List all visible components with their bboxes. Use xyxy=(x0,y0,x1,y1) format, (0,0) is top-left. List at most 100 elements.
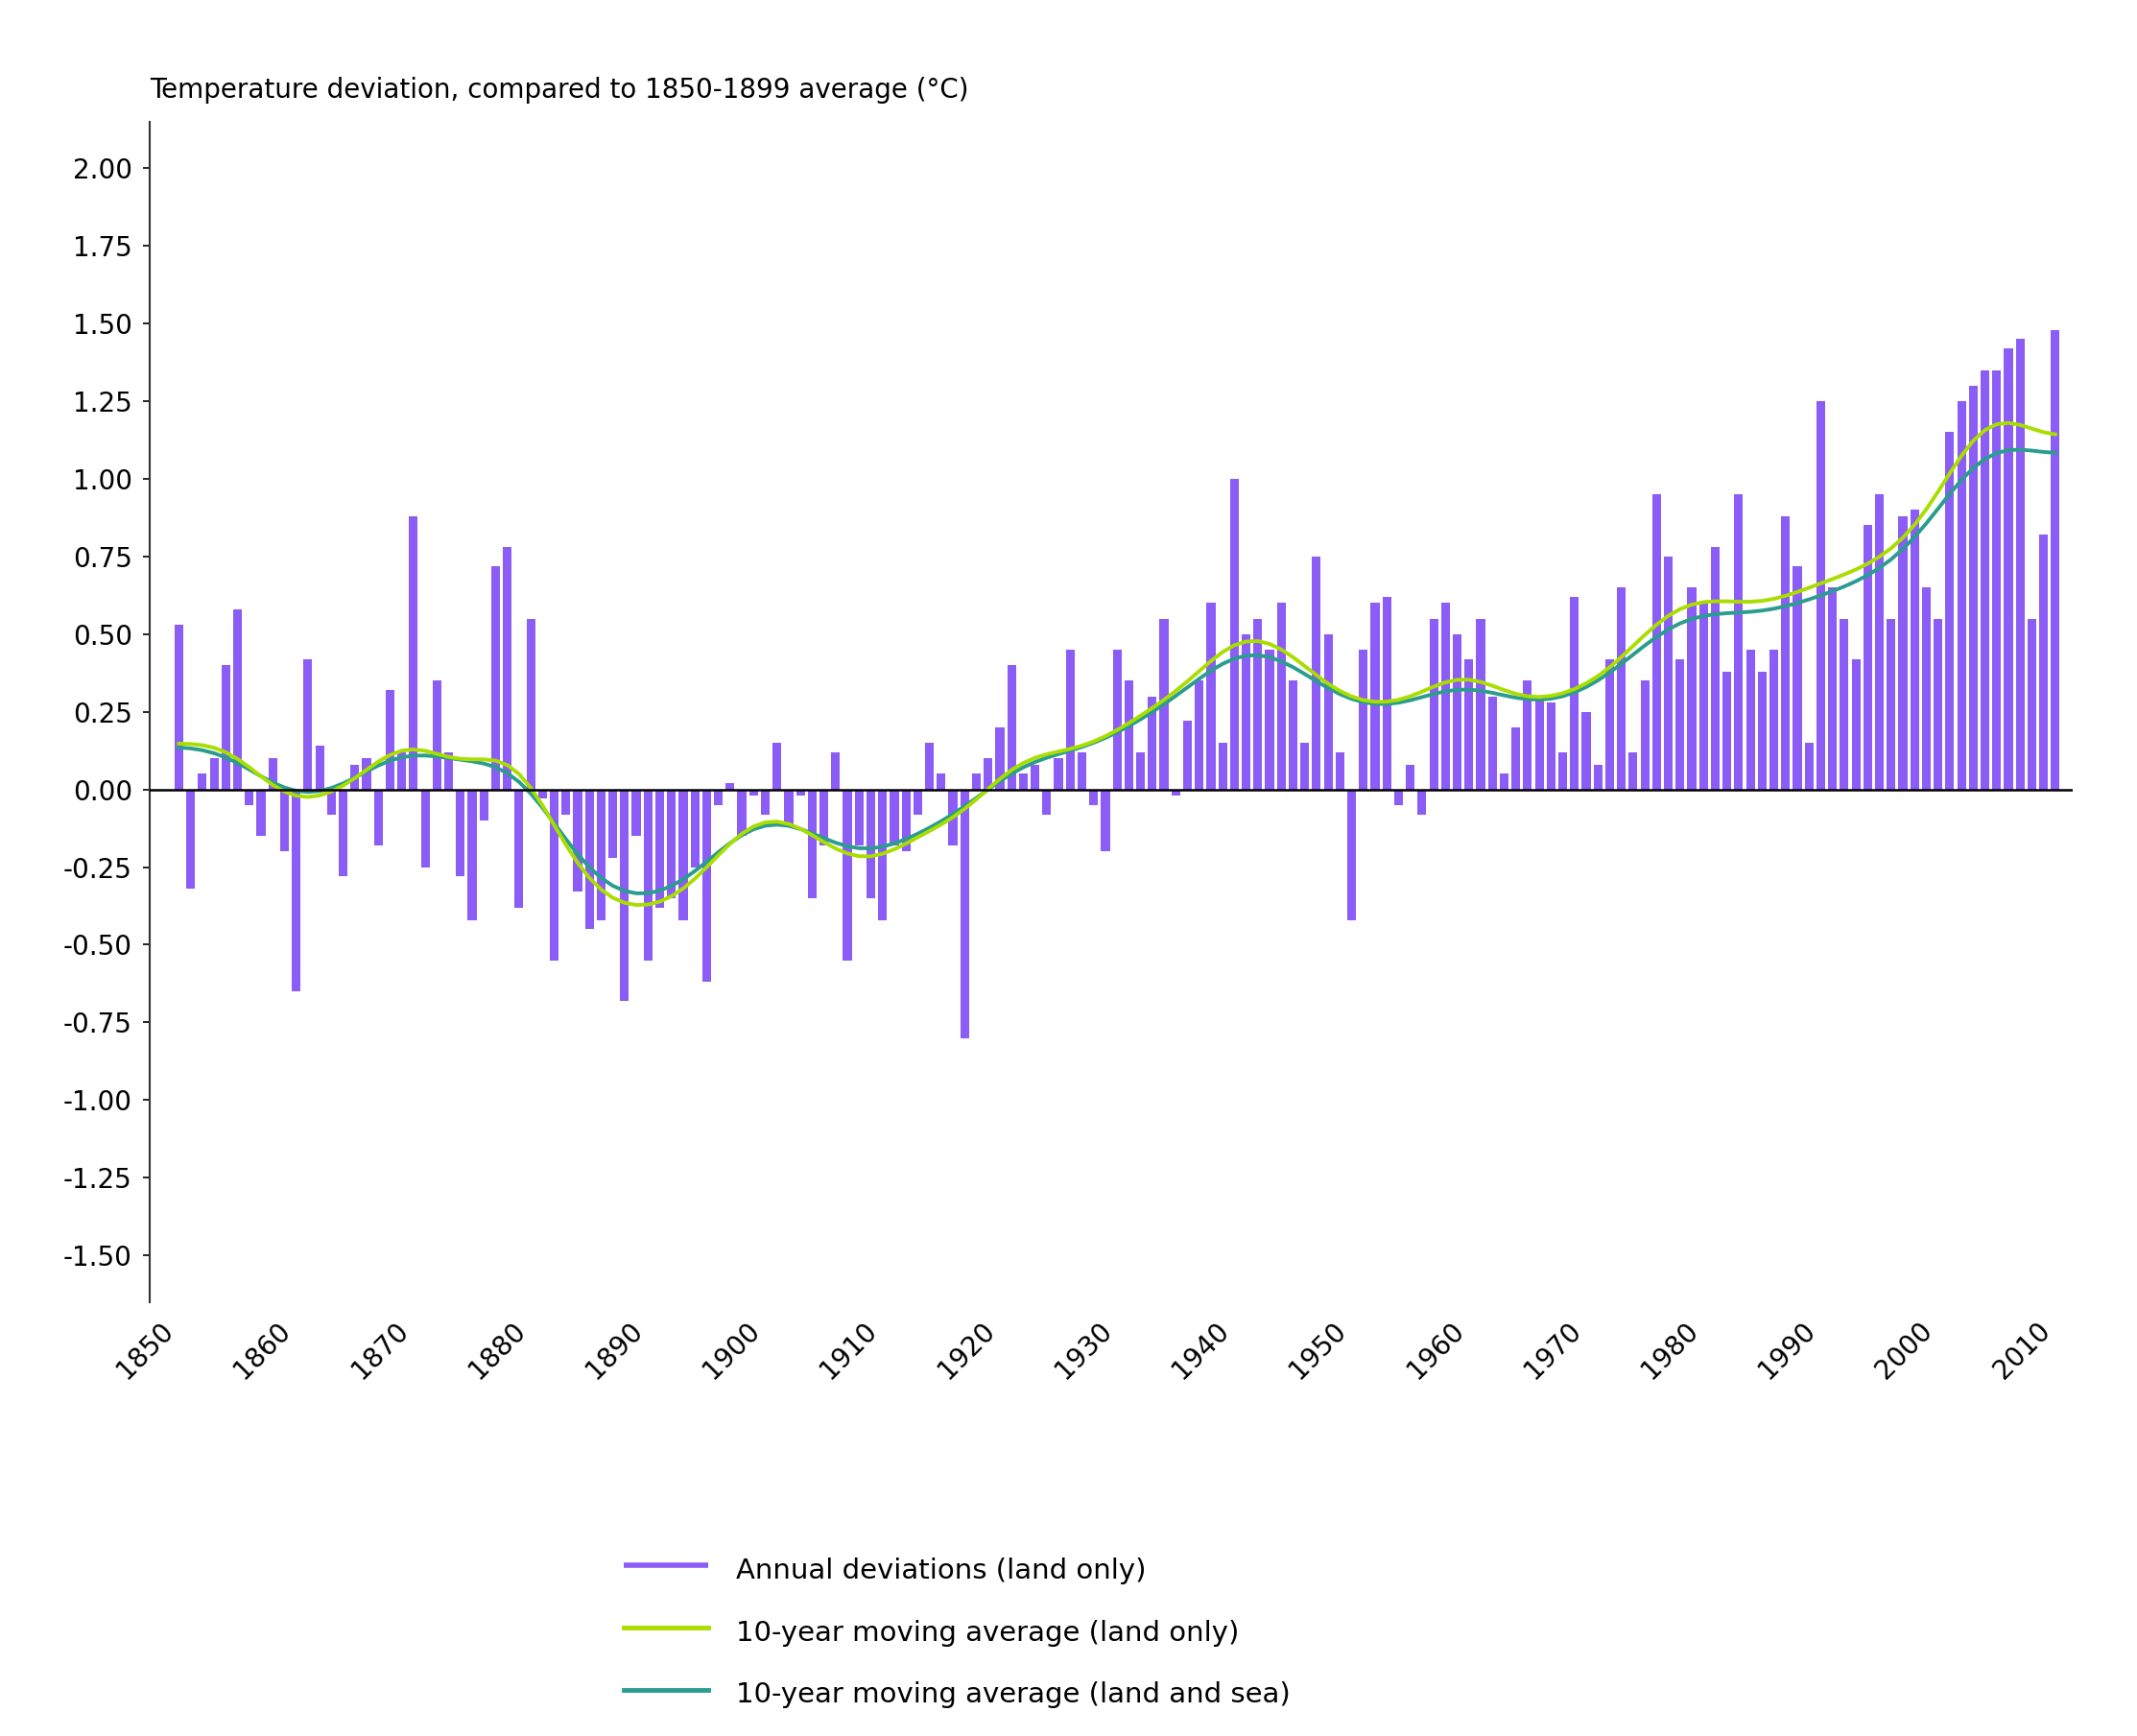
Bar xyxy=(656,790,665,908)
Bar xyxy=(1184,720,1192,790)
Bar xyxy=(385,689,395,790)
Bar xyxy=(2039,535,2047,790)
Bar xyxy=(596,790,605,920)
Bar xyxy=(878,790,887,920)
Bar xyxy=(186,790,194,889)
Bar xyxy=(1746,649,1754,790)
Bar xyxy=(1043,790,1051,814)
Bar xyxy=(1769,649,1778,790)
Bar xyxy=(1934,618,1943,790)
Bar xyxy=(1688,587,1697,790)
Bar xyxy=(1242,634,1250,790)
Bar xyxy=(714,790,722,806)
Bar xyxy=(1207,602,1216,790)
Bar xyxy=(1547,703,1556,790)
Bar xyxy=(633,790,641,837)
Bar xyxy=(889,790,900,845)
Bar xyxy=(855,790,863,845)
Bar xyxy=(996,727,1004,790)
Bar xyxy=(303,660,312,790)
Bar xyxy=(1571,597,1579,790)
Bar xyxy=(949,790,957,845)
Bar xyxy=(1945,432,1953,790)
Bar xyxy=(925,743,934,790)
Bar xyxy=(1430,618,1438,790)
Bar xyxy=(1113,649,1122,790)
Bar xyxy=(1265,649,1274,790)
Bar xyxy=(421,790,430,866)
Bar xyxy=(690,790,699,866)
Bar xyxy=(620,790,628,1000)
Bar xyxy=(797,790,806,795)
Bar xyxy=(960,790,968,1038)
Bar xyxy=(936,774,945,790)
Bar xyxy=(1652,495,1660,790)
Bar xyxy=(361,759,372,790)
Bar xyxy=(1066,649,1075,790)
Bar xyxy=(455,790,464,877)
Bar xyxy=(983,759,992,790)
Bar xyxy=(479,790,487,821)
Bar xyxy=(327,790,336,814)
Bar xyxy=(1289,681,1297,790)
Bar xyxy=(233,609,241,790)
Bar xyxy=(680,790,688,920)
Bar xyxy=(1816,401,1825,790)
Bar xyxy=(1605,660,1613,790)
Bar xyxy=(1712,547,1720,790)
Bar xyxy=(468,790,477,920)
Bar xyxy=(280,790,288,852)
Bar xyxy=(1793,566,1801,790)
Bar xyxy=(1921,587,1930,790)
Bar xyxy=(1299,743,1310,790)
Bar xyxy=(737,790,746,837)
Bar xyxy=(1030,764,1039,790)
Bar xyxy=(338,790,348,877)
Bar xyxy=(502,547,511,790)
Bar xyxy=(750,790,759,795)
Bar xyxy=(912,790,923,814)
Bar xyxy=(256,790,265,837)
Bar xyxy=(643,790,652,960)
Bar xyxy=(703,790,712,983)
Bar xyxy=(492,566,500,790)
Bar xyxy=(1968,385,1977,790)
Bar xyxy=(374,790,383,845)
Bar xyxy=(609,790,618,858)
Bar xyxy=(199,774,207,790)
Bar xyxy=(1195,681,1203,790)
Bar xyxy=(1628,752,1637,790)
Bar xyxy=(1874,495,1885,790)
Bar xyxy=(1957,401,1966,790)
Bar xyxy=(1699,602,1707,790)
Bar xyxy=(1440,602,1449,790)
Bar xyxy=(1254,618,1263,790)
Bar xyxy=(444,752,453,790)
Bar xyxy=(222,665,231,790)
Bar xyxy=(316,746,325,790)
Bar xyxy=(1524,681,1532,790)
Bar xyxy=(1417,790,1425,814)
Bar xyxy=(1007,665,1015,790)
Bar xyxy=(1851,660,1861,790)
Bar xyxy=(1054,759,1062,790)
Bar xyxy=(1077,752,1086,790)
Bar xyxy=(1804,743,1814,790)
Bar xyxy=(865,790,876,898)
Bar xyxy=(774,743,782,790)
Bar xyxy=(1992,370,2000,790)
Bar xyxy=(761,790,769,814)
Bar xyxy=(1336,752,1344,790)
Bar xyxy=(562,790,571,814)
Bar xyxy=(831,752,840,790)
Bar xyxy=(2052,330,2060,790)
Bar xyxy=(1887,618,1896,790)
Bar xyxy=(1383,597,1391,790)
Bar xyxy=(1840,618,1849,790)
Bar xyxy=(408,516,419,790)
Bar xyxy=(1019,774,1028,790)
Bar xyxy=(1534,696,1543,790)
Bar xyxy=(1735,495,1744,790)
Bar xyxy=(539,790,547,799)
Bar xyxy=(1722,672,1731,790)
